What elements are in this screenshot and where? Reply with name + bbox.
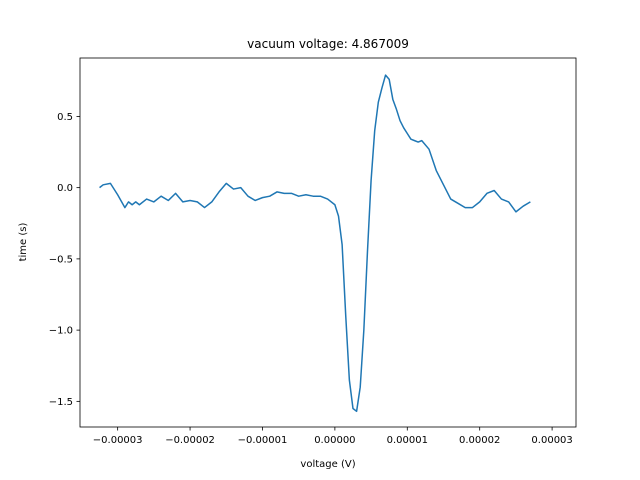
axes-frame bbox=[79, 57, 577, 428]
x-tick-label: −0.00003 bbox=[93, 435, 143, 446]
series-line-0 bbox=[99, 74, 531, 413]
x-tick-label: −0.00001 bbox=[238, 435, 288, 446]
x-axis-label: voltage (V) bbox=[300, 459, 355, 470]
chart-title: vacuum voltage: 4.867009 bbox=[247, 37, 409, 51]
x-tick-label: −0.00002 bbox=[165, 435, 215, 446]
y-axis-ticks: −1.5 −1.0 −0.5 0.0 0.5 bbox=[49, 112, 80, 408]
y-tick-label: −1.5 bbox=[49, 397, 73, 408]
x-tick-label: 0.00002 bbox=[459, 435, 500, 446]
y-tick-label: −0.5 bbox=[49, 254, 73, 265]
y-tick-label: 0.0 bbox=[57, 183, 73, 194]
x-axis-ticks: −0.00003 −0.00002 −0.00001 0.00000 0.00001 0.… bbox=[93, 427, 573, 446]
plot-area bbox=[79, 57, 577, 428]
x-tick-label: 0.00001 bbox=[387, 435, 428, 446]
y-tick-label: −1.0 bbox=[49, 326, 73, 337]
x-tick-label: 0.00000 bbox=[314, 435, 355, 446]
y-axis-label: time (s) bbox=[18, 223, 29, 262]
y-tick-label: 0.5 bbox=[57, 112, 73, 123]
x-tick-label: 0.00003 bbox=[531, 435, 572, 446]
